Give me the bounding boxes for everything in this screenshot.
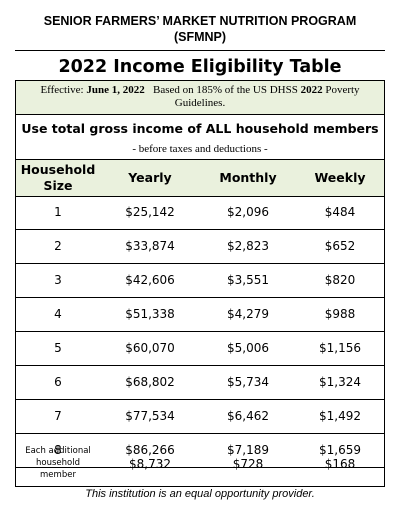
effective-line: Effective: June 1, 2022 Based on 185% of… bbox=[16, 84, 384, 97]
header-yearly: Yearly bbox=[128, 170, 172, 185]
cell-size: 5 bbox=[54, 341, 62, 355]
subnote-text: - before taxes and deductions - bbox=[132, 143, 268, 155]
table-row-additional-member: Each additional household member $8,732 … bbox=[16, 442, 384, 486]
cell-weekly: $168 bbox=[324, 457, 356, 471]
effective-banner: Effective: June 1, 2022 Based on 185% of… bbox=[16, 81, 384, 115]
cell-yearly: $51,338 bbox=[125, 307, 175, 321]
cell-monthly: $4,279 bbox=[227, 307, 269, 321]
cell-monthly: $5,006 bbox=[227, 341, 269, 355]
cell-size: 4 bbox=[54, 307, 62, 321]
cell-monthly: $3,551 bbox=[227, 273, 269, 287]
table-row: 5 $60,070 $5,006 $1,156 bbox=[16, 332, 384, 366]
cell-size: 8 bbox=[54, 443, 62, 457]
instruction-text: Use total gross income of ALL household … bbox=[21, 121, 379, 136]
program-header: SENIOR FARMERS’ MARKET NUTRITION PROGRAM… bbox=[15, 13, 385, 45]
cell-size: 6 bbox=[54, 375, 62, 389]
cell-weekly: $1,324 bbox=[319, 375, 361, 389]
effective-date: June 1, 2022 bbox=[86, 84, 145, 96]
cell-monthly: $7,189 bbox=[227, 443, 269, 457]
cell-weekly: $988 bbox=[324, 307, 356, 321]
cell-monthly: $2,823 bbox=[227, 239, 269, 253]
eligibility-table-frame: Effective: June 1, 2022 Based on 185% of… bbox=[15, 80, 385, 487]
header-weekly: Weekly bbox=[314, 170, 366, 185]
table-header-row: Household Size Yearly Monthly Weekly bbox=[16, 159, 384, 197]
cell-size: 1 bbox=[54, 205, 62, 219]
cell-weekly: $484 bbox=[324, 205, 356, 219]
cell-size: 3 bbox=[54, 273, 62, 287]
table-row: 2 $33,874 $2,823 $652 bbox=[16, 230, 384, 264]
cell-yearly: $77,534 bbox=[125, 409, 175, 423]
cell-size: 2 bbox=[54, 239, 62, 253]
header-household-line2: Size bbox=[43, 178, 73, 193]
table-row: 1 $25,142 $2,096 $484 bbox=[16, 196, 384, 230]
cell-weekly: $1,492 bbox=[319, 409, 361, 423]
header-household-line1: Household bbox=[20, 162, 96, 177]
cell-monthly: $6,462 bbox=[227, 409, 269, 423]
cell-yearly: $33,874 bbox=[125, 239, 175, 253]
cell-monthly: $5,734 bbox=[227, 375, 269, 389]
program-name: SENIOR FARMERS’ MARKET NUTRITION PROGRAM bbox=[43, 14, 357, 28]
effective-line-2: Guidelines. bbox=[174, 97, 226, 109]
table-row: 6 $68,802 $5,734 $1,324 bbox=[16, 366, 384, 400]
cell-weekly: $652 bbox=[324, 239, 356, 253]
table-row: 7 $77,534 $6,462 $1,492 bbox=[16, 400, 384, 434]
cell-monthly: $2,096 bbox=[227, 205, 269, 219]
additional-label-line3: member bbox=[40, 470, 76, 480]
header-monthly: Monthly bbox=[219, 170, 277, 185]
cell-yearly: $68,802 bbox=[125, 375, 175, 389]
cell-weekly: $1,659 bbox=[319, 443, 361, 457]
cell-yearly: $60,070 bbox=[125, 341, 175, 355]
cell-yearly: $86,266 bbox=[125, 443, 175, 457]
effective-basis-year: 2022 bbox=[300, 84, 323, 96]
header-rule bbox=[15, 50, 385, 51]
program-acronym: (SFMNP) bbox=[173, 30, 227, 44]
equal-opportunity-footer: This institution is an equal opportunity… bbox=[85, 488, 315, 500]
header-household-size: Household Size bbox=[16, 162, 100, 194]
cell-yearly: $8,732 bbox=[129, 457, 171, 471]
effective-label: Effective: bbox=[40, 84, 84, 96]
cell-yearly: $42,606 bbox=[125, 273, 175, 287]
table-row: 8 $86,266 $7,189 $1,659 bbox=[16, 434, 384, 468]
cell-yearly: $25,142 bbox=[125, 205, 175, 219]
cell-weekly: $1,156 bbox=[319, 341, 361, 355]
cell-weekly: $820 bbox=[324, 273, 356, 287]
cell-size: 7 bbox=[54, 409, 62, 423]
additional-label-line1: Each additional bbox=[25, 446, 91, 456]
cell-additional-label: Each additional household member bbox=[16, 445, 100, 481]
effective-basis-end: Poverty bbox=[325, 84, 360, 96]
table-row: 3 $42,606 $3,551 $820 bbox=[16, 264, 384, 298]
cell-monthly: $728 bbox=[232, 457, 264, 471]
effective-basis: Based on 185% of the US DHSS bbox=[152, 84, 298, 96]
additional-label-line2: household bbox=[36, 458, 80, 468]
table-row: 4 $51,338 $4,279 $988 bbox=[16, 298, 384, 332]
page-title: 2022 Income Eligibility Table bbox=[58, 57, 342, 77]
